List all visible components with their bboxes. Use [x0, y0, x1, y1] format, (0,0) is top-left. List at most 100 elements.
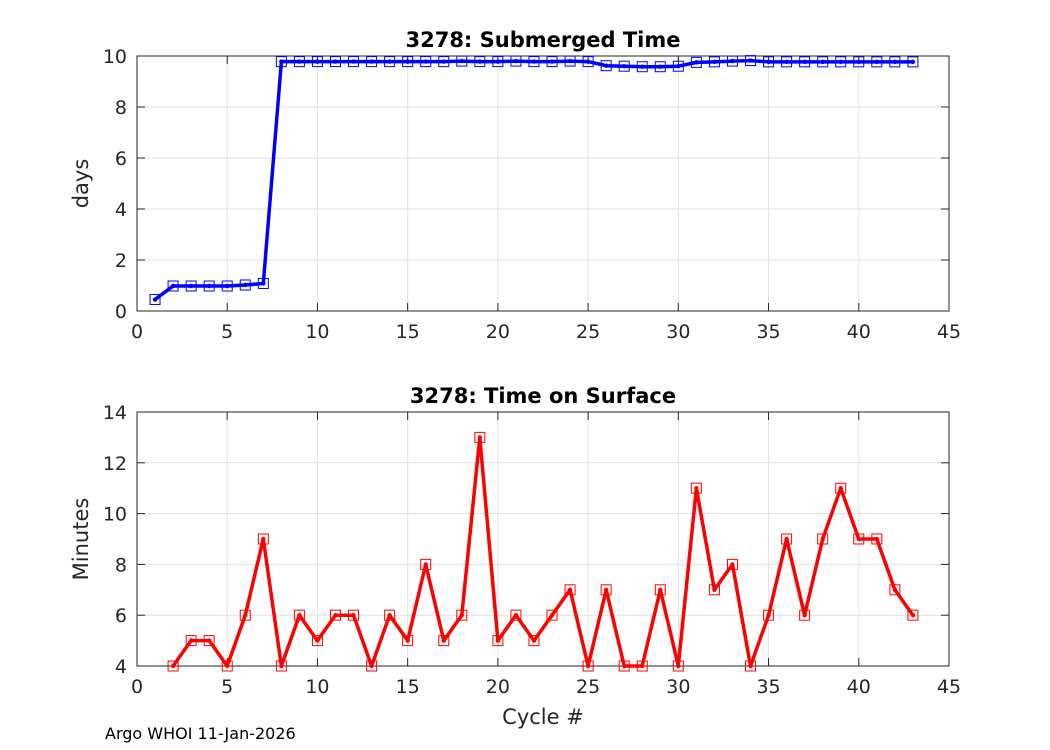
- x-tick-label: 35: [756, 676, 780, 698]
- data-point-marker: [889, 56, 901, 68]
- data-point-dot: [531, 638, 537, 643]
- data-point-dot: [712, 59, 717, 65]
- data-point-marker: [239, 279, 251, 291]
- data-point-marker: [871, 533, 883, 545]
- data-point-marker: [636, 660, 648, 672]
- data-point-marker: [366, 660, 378, 672]
- data-point-marker: [185, 280, 197, 292]
- data-point-dot: [333, 613, 338, 618]
- data-point-marker: [474, 431, 486, 443]
- data-point-marker: [817, 533, 829, 545]
- data-point-marker: [564, 55, 576, 67]
- data-point-dot: [640, 663, 645, 669]
- x-tick-label: 0: [131, 676, 143, 698]
- data-point-marker: [456, 55, 468, 67]
- plot-area: [137, 56, 949, 311]
- data-point-marker: [654, 584, 666, 596]
- data-point-dot: [910, 613, 916, 618]
- y-tick-label: 10: [103, 46, 127, 68]
- data-point-marker: [654, 61, 666, 73]
- data-point-marker: [402, 635, 414, 647]
- data-point-marker: [799, 609, 811, 621]
- data-point-dot: [279, 663, 284, 669]
- data-point-marker: [636, 61, 648, 73]
- data-point-marker: [203, 280, 215, 292]
- data-point-marker: [546, 609, 558, 621]
- data-point-dot: [658, 587, 663, 592]
- data-point-dot: [459, 58, 464, 64]
- data-point-dot: [549, 613, 555, 618]
- data-point-marker: [582, 56, 594, 68]
- data-point-marker: [257, 533, 269, 545]
- data-point-dot: [387, 59, 392, 64]
- data-point-dot: [820, 59, 825, 65]
- x-tick-label: 35: [756, 321, 780, 343]
- data-point-dot: [603, 587, 609, 592]
- data-point-marker: [528, 635, 540, 647]
- data-point-dot: [856, 59, 861, 65]
- data-point-marker: [239, 609, 251, 621]
- x-axis-label: Cycle #: [502, 705, 584, 729]
- data-point-dot: [856, 536, 861, 542]
- data-point-dot: [206, 283, 212, 289]
- data-point-dot: [369, 59, 374, 64]
- x-tick-label: 20: [486, 676, 510, 698]
- data-point-marker: [781, 533, 793, 545]
- data-point-marker: [492, 56, 504, 68]
- data-point-marker: [618, 60, 630, 72]
- x-tick-label: 15: [396, 676, 420, 698]
- data-point-marker: [763, 56, 775, 68]
- x-tick-label: 40: [847, 676, 871, 698]
- data-point-dot: [152, 297, 158, 302]
- y-axis-label: Minutes: [69, 498, 93, 581]
- data-point-dot: [567, 587, 573, 592]
- data-point-dot: [206, 638, 212, 643]
- data-point-marker: [726, 558, 738, 570]
- data-point-marker: [781, 56, 793, 68]
- data-point-dot: [188, 283, 194, 289]
- x-tick-label: 15: [396, 321, 420, 343]
- data-point-marker: [257, 277, 269, 289]
- data-point-dot: [712, 587, 717, 592]
- data-point-dot: [513, 613, 519, 618]
- y-tick-label: 8: [115, 97, 127, 119]
- data-point-marker: [690, 482, 702, 494]
- data-point-dot: [874, 59, 880, 65]
- data-point-marker: [167, 280, 179, 292]
- data-point-dot: [802, 613, 807, 618]
- data-point-marker: [672, 60, 684, 72]
- data-point-marker: [456, 609, 468, 621]
- data-point-dot: [730, 562, 735, 567]
- data-point-dot: [838, 59, 843, 65]
- data-point-marker: [293, 56, 305, 68]
- data-point-marker: [907, 56, 919, 68]
- data-point-marker: [348, 609, 360, 621]
- x-tick-label: 5: [221, 676, 233, 698]
- data-point-dot: [892, 587, 898, 592]
- data-point-marker: [221, 660, 233, 672]
- data-point-marker: [726, 55, 738, 67]
- data-point-dot: [622, 663, 627, 669]
- data-point-dot: [423, 59, 428, 64]
- data-point-dot: [585, 663, 591, 669]
- data-point-marker: [420, 56, 432, 68]
- x-tick-label: 30: [666, 676, 690, 698]
- data-point-dot: [170, 663, 176, 669]
- data-point-marker: [546, 56, 558, 68]
- data-point-dot: [892, 59, 898, 65]
- x-tick-label: 10: [305, 676, 329, 698]
- data-point-dot: [784, 59, 789, 65]
- data-point-marker: [510, 609, 522, 621]
- data-point-marker: [366, 56, 378, 68]
- data-point-marker: [708, 584, 720, 596]
- data-point-marker: [311, 635, 323, 647]
- x-tick-label: 25: [576, 676, 600, 698]
- data-point-dot: [387, 613, 392, 618]
- data-point-marker: [329, 609, 341, 621]
- data-point-dot: [603, 63, 609, 68]
- data-point-marker: [889, 584, 901, 596]
- chart-title: 3278: Time on Surface: [410, 384, 676, 408]
- data-point-marker: [853, 56, 865, 68]
- data-point-marker: [907, 609, 919, 621]
